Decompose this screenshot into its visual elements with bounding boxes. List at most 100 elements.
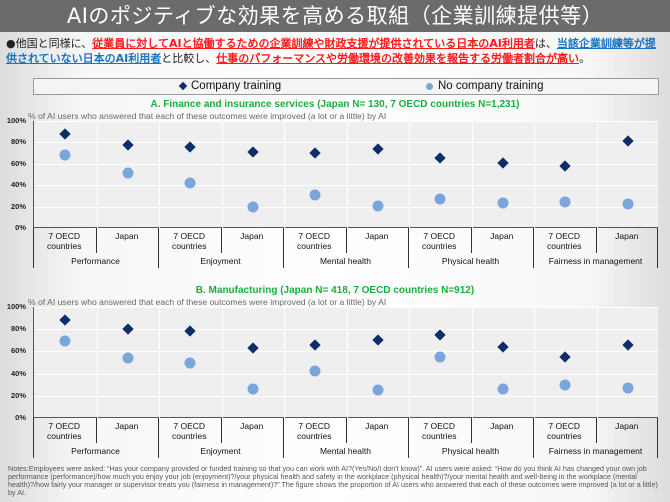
y-tick-label: 60% (10, 158, 26, 168)
gridline (34, 121, 658, 122)
gridline (34, 307, 658, 308)
vertical-gridline (534, 307, 535, 418)
x-category-label: 7 OECD countries (547, 421, 582, 441)
x-category-label: Japan (615, 421, 639, 431)
x-category-label: 7 OECD countries (297, 231, 332, 251)
x-axis-separator (657, 418, 658, 458)
x-axis-separator (470, 418, 472, 443)
summary-text: ●他国と同様に、従業員に対してAIと協働するための企業訓練や財政支援が提供されて… (6, 36, 666, 66)
x-axis-separator (283, 228, 284, 268)
chart-a-subtitle: % of AI users who answered that each of … (28, 111, 387, 121)
no-company-training-point (434, 351, 446, 363)
no-company-training-point (372, 384, 384, 396)
summary-part-1: 他国と同様に、 (15, 37, 93, 50)
x-group-label: Performance (71, 256, 120, 266)
summary-highlight-blue: 当該企業訓練等が提供されていない日本のAI利用者 (6, 37, 656, 65)
x-category-label: 7 OECD countries (422, 421, 457, 441)
company-training-point (497, 157, 509, 169)
gridline (34, 163, 658, 165)
company-training-point (309, 339, 321, 351)
vertical-gridline (596, 121, 598, 228)
x-category-label: Japan (490, 231, 514, 241)
summary-highlight-red-2: 仕事のパフォーマンスや労働環境の改善効果を報告する労働者割合が高い (216, 52, 580, 65)
gridline (34, 395, 658, 397)
company-training-point (434, 152, 446, 165)
gridline (34, 373, 658, 375)
summary-part-7: 。 (579, 52, 591, 65)
company-training-point (122, 323, 134, 335)
no-company-training-point (497, 197, 509, 209)
legend-item-company-training: Company training (178, 80, 282, 92)
x-category-label: 7 OECD countries (47, 421, 82, 441)
no-company-training-point (247, 383, 259, 395)
x-group-label: Fairness in management (548, 446, 643, 456)
y-tick-label: 80% (10, 137, 26, 147)
x-axis-line (34, 227, 658, 228)
chart-b-x-axis: 7 OECD countries Japan 7 OECD countries Japan… (33, 418, 658, 458)
circle-marker-icon (426, 82, 433, 90)
x-category-label: Japan (615, 231, 639, 241)
no-company-training-point (309, 365, 321, 377)
vertical-gridline (159, 121, 160, 228)
x-category-label: Japan (365, 231, 389, 241)
no-company-training-point (184, 357, 196, 368)
no-company-training-point (622, 382, 634, 394)
y-tick-label: 0% (15, 413, 26, 422)
x-axis-separator (533, 228, 534, 268)
x-axis-separator (595, 418, 597, 443)
gridline (34, 142, 658, 144)
x-axis-separator (158, 418, 159, 458)
vertical-gridline (471, 121, 473, 228)
x-group-label: Physical health (441, 256, 500, 266)
x-group-label: Fairness in management (548, 256, 643, 266)
x-category-label: Japan (115, 231, 139, 241)
x-group-label: Enjoyment (200, 446, 241, 456)
y-tick-label: 20% (10, 390, 26, 400)
gridline (34, 351, 658, 353)
chart-b-plot-area (33, 307, 658, 418)
x-axis-separator (95, 418, 97, 443)
vertical-gridline (221, 121, 223, 228)
x-axis-separator (33, 228, 34, 268)
x-axis-separator (408, 418, 409, 458)
x-group-label: Mental health (319, 256, 372, 266)
x-category-label: 7 OECD countries (172, 231, 207, 251)
no-company-training-point (497, 383, 509, 395)
footnotes: Notes:Employees were asked: “Has your co… (8, 464, 658, 497)
vertical-gridline (221, 307, 223, 418)
x-axis-separator (345, 418, 347, 443)
x-category-label: 7 OECD countries (172, 421, 207, 441)
diamond-marker-icon (178, 81, 188, 91)
x-axis-separator (408, 228, 409, 268)
company-training-point (372, 334, 384, 346)
x-axis-separator (533, 418, 534, 458)
x-category-label: 7 OECD countries (297, 421, 332, 441)
company-training-point (622, 135, 634, 147)
chart-legend: Company training No company training (33, 78, 659, 95)
no-company-training-point (434, 193, 446, 205)
no-company-training-point (184, 177, 196, 189)
x-category-label: Japan (240, 231, 264, 241)
chart-b-subtitle: % of AI users who answered that each of … (28, 297, 387, 307)
company-training-point (184, 325, 196, 338)
x-axis-separator (220, 418, 222, 443)
y-tick-label: 40% (10, 368, 26, 378)
no-company-training-point (59, 149, 71, 161)
company-training-point (372, 143, 384, 155)
y-tick-label: 100% (6, 302, 26, 311)
x-group-label: Physical health (441, 446, 500, 456)
vertical-gridline (96, 121, 98, 228)
chart-a-title: A. Finance and insurance services (Japan… (150, 99, 520, 110)
summary-highlight-red-1: 従業員に対してAIと協働するための企業訓練や財政支援が提供されている日本のAI利… (92, 37, 535, 50)
page-title: AIのポジティブな効果を高める取組（企業訓練提供等） (0, 0, 670, 32)
legend-label: Company training (191, 80, 282, 92)
vertical-gridline (284, 307, 285, 418)
no-company-training-point (372, 200, 384, 212)
summary-part-5: と比較し、 (161, 52, 217, 65)
chart-a-plot-area (33, 121, 658, 228)
company-training-point (122, 138, 134, 151)
x-axis-separator (95, 228, 97, 253)
x-category-label: Japan (115, 421, 139, 431)
y-tick-label: 0% (15, 223, 26, 232)
x-category-label: 7 OECD countries (47, 231, 82, 251)
